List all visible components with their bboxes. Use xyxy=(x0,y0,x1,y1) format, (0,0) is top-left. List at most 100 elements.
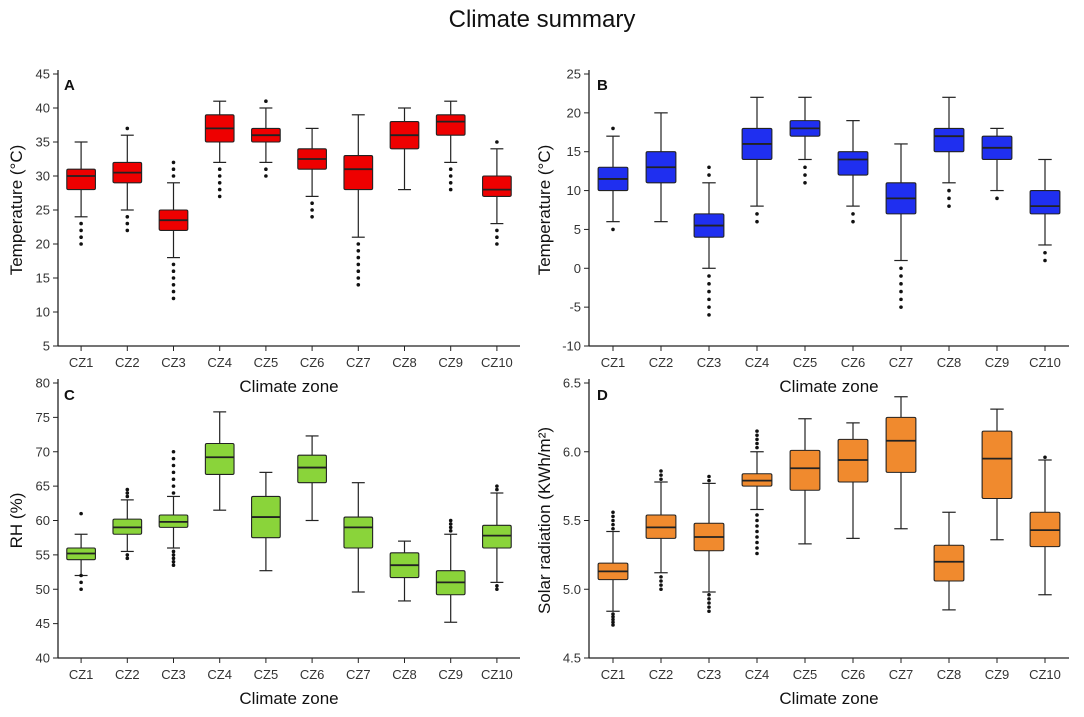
outlier-point xyxy=(659,587,663,592)
figure-title: Climate summary xyxy=(448,6,636,33)
outlier-point xyxy=(707,609,711,614)
y-tick-label: 45 xyxy=(36,67,50,82)
y-tick-label: 40 xyxy=(36,101,50,116)
outlier-point xyxy=(125,228,130,233)
iqr-box xyxy=(933,544,965,582)
iqr-box xyxy=(343,155,374,191)
outlier-point xyxy=(448,525,453,530)
box-cz8 xyxy=(933,511,965,611)
iqr-box xyxy=(789,449,821,491)
outlier-point xyxy=(707,274,711,278)
outlier-point xyxy=(79,228,83,233)
x-tick-label: CZ8 xyxy=(392,355,417,370)
y-tick-label: 6.5 xyxy=(563,376,581,391)
x-tick-label: CZ9 xyxy=(985,667,1010,682)
outlier-point xyxy=(171,160,176,165)
outlier-point xyxy=(659,583,663,587)
outlier-point xyxy=(171,477,176,482)
outlier-point xyxy=(448,522,453,526)
x-tick-label: CZ7 xyxy=(346,667,371,682)
box-cz5 xyxy=(789,418,821,545)
y-tick-label: 15 xyxy=(567,144,581,159)
outlier-point xyxy=(611,514,615,519)
x-tick-label: CZ9 xyxy=(985,355,1010,370)
y-tick-label: 45 xyxy=(36,616,50,631)
x-tick-label: CZ3 xyxy=(697,667,722,682)
outlier-point xyxy=(899,274,903,278)
outlier-point xyxy=(803,173,807,177)
iqr-box xyxy=(435,114,466,136)
outlier-point xyxy=(803,181,807,185)
y-tick-label: 75 xyxy=(36,410,50,425)
x-tick-label: CZ5 xyxy=(793,667,818,682)
outlier-point xyxy=(755,518,759,523)
outlier-point xyxy=(659,473,663,477)
box-cz8 xyxy=(933,96,965,208)
outlier-point xyxy=(611,623,615,627)
outlier-point xyxy=(611,617,615,622)
outlier-point xyxy=(171,491,176,495)
panel-a: 5 10 15 20 25 30 35 40 45 CZ1 CZ2 CZ3 CZ4 CZ5 CZ6 CZ7 CZ… xyxy=(7,67,520,396)
x-tick-label: CZ6 xyxy=(300,355,325,370)
outlier-point xyxy=(356,283,361,287)
outlier-point xyxy=(264,174,268,178)
y-tick-label: -5 xyxy=(569,300,581,315)
box-cz4 xyxy=(204,411,235,511)
outlier-point xyxy=(755,445,759,450)
x-tick-label: CZ1 xyxy=(69,355,94,370)
outlier-point xyxy=(1043,258,1047,263)
x-axis-title: Climate zone xyxy=(239,377,338,396)
box-cz7 xyxy=(885,143,917,309)
outlier-point xyxy=(495,242,499,246)
outlier-point xyxy=(707,313,711,317)
outlier-point xyxy=(79,221,83,226)
x-tick-label: CZ3 xyxy=(161,355,186,370)
panel-letter: B xyxy=(597,77,608,94)
outlier-point xyxy=(611,614,615,619)
panel-letter: C xyxy=(64,387,75,404)
outlier-point xyxy=(755,524,759,528)
outlier-point xyxy=(79,573,83,578)
outlier-point xyxy=(125,494,130,499)
outlier-point xyxy=(899,297,903,302)
y-tick-label: 65 xyxy=(36,479,50,494)
y-tick-label: 20 xyxy=(567,105,581,120)
y-tick-label: 50 xyxy=(36,582,50,597)
y-tick-label: 25 xyxy=(36,203,50,218)
box-cz8 xyxy=(389,540,420,602)
outlier-point xyxy=(947,188,951,193)
x-tick-label: CZ3 xyxy=(161,667,186,682)
iqr-box xyxy=(297,454,327,484)
x-tick-label: CZ2 xyxy=(115,355,140,370)
outlier-point xyxy=(755,535,759,539)
box-cz3 xyxy=(693,474,725,614)
x-tick-label: CZ5 xyxy=(793,355,818,370)
x-tick-label: CZ6 xyxy=(841,667,866,682)
iqr-box xyxy=(885,416,917,473)
outlier-point xyxy=(448,518,453,523)
y-tick-label: 5 xyxy=(43,339,50,354)
outlier-point xyxy=(707,173,711,177)
outlier-point xyxy=(947,196,951,201)
outlier-point xyxy=(495,484,499,488)
box-cz9 xyxy=(435,100,466,192)
outlier-point xyxy=(755,513,759,517)
y-tick-label: 5.5 xyxy=(563,513,581,528)
y-tick-label: 20 xyxy=(36,237,50,252)
x-tick-label: CZ8 xyxy=(937,355,962,370)
x-axis-title: Climate zone xyxy=(239,689,338,708)
outlier-point xyxy=(79,235,83,239)
box-cz7 xyxy=(343,482,374,593)
outlier-point xyxy=(171,549,176,554)
box-cz2 xyxy=(112,126,143,233)
outlier-point xyxy=(171,262,176,267)
outlier-point xyxy=(707,282,711,286)
box-cz1 xyxy=(66,141,96,246)
outlier-point xyxy=(264,99,268,103)
x-tick-label: CZ4 xyxy=(745,355,770,370)
outlier-point xyxy=(171,463,176,468)
box-cz1 xyxy=(597,126,629,232)
x-tick-label: CZ6 xyxy=(300,667,325,682)
iqr-box xyxy=(981,430,1013,500)
box-cz10 xyxy=(1029,455,1061,596)
